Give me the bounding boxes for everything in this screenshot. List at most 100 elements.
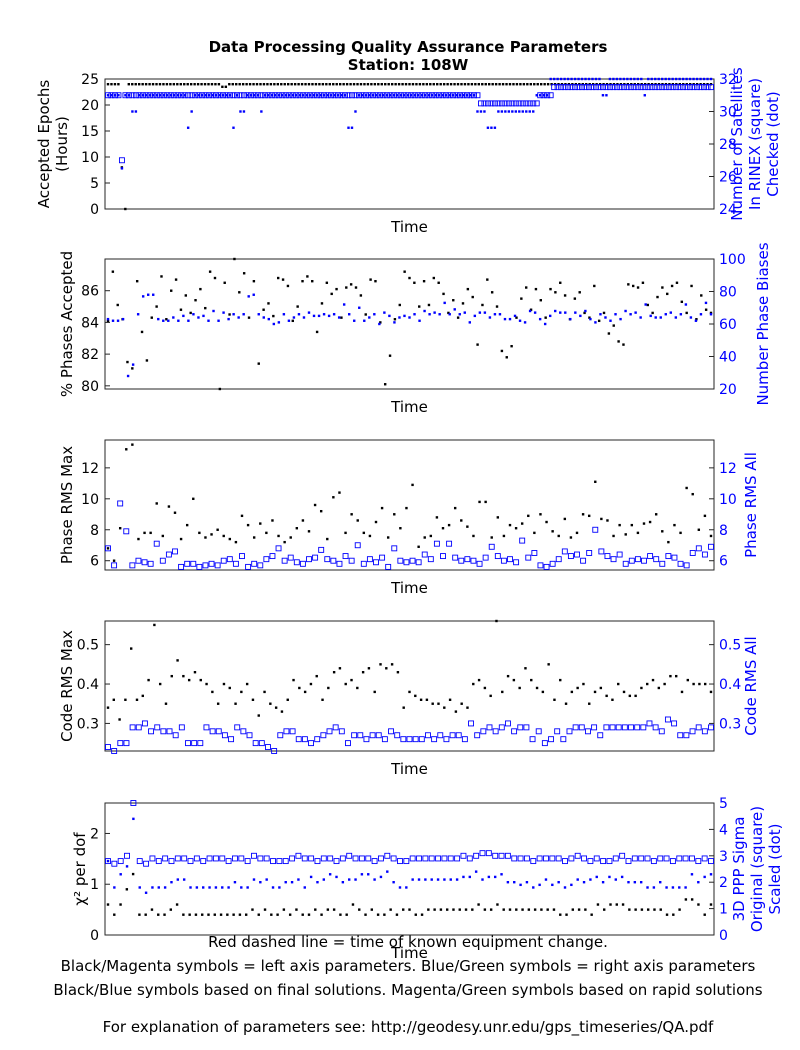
data-point xyxy=(404,83,408,86)
data-point xyxy=(593,284,596,288)
data-point xyxy=(265,744,271,751)
right-axis-label: Scaled (dot) xyxy=(766,824,784,915)
data-point xyxy=(129,562,136,569)
data-point xyxy=(701,84,707,91)
data-point xyxy=(182,674,185,678)
data-point xyxy=(574,311,577,314)
data-point xyxy=(330,557,337,564)
data-point xyxy=(634,311,637,314)
data-point xyxy=(692,77,695,81)
data-point xyxy=(421,551,428,558)
data-point xyxy=(155,502,158,505)
data-point xyxy=(496,516,500,519)
right-axis-label: Code RMS All xyxy=(742,636,760,735)
data-point xyxy=(424,878,427,881)
data-point xyxy=(186,126,190,129)
data-point xyxy=(589,84,596,91)
data-point xyxy=(647,77,650,81)
data-point xyxy=(413,313,416,316)
data-point xyxy=(206,855,213,862)
data-point xyxy=(644,855,651,862)
data-point xyxy=(481,878,484,881)
data-point xyxy=(216,528,219,531)
data-point xyxy=(643,94,646,97)
data-point xyxy=(362,531,366,535)
data-point xyxy=(565,913,568,916)
data-point xyxy=(193,855,200,862)
data-point xyxy=(202,886,205,889)
data-point xyxy=(624,309,627,313)
data-point xyxy=(411,878,414,881)
data-point xyxy=(437,281,440,284)
data-point xyxy=(119,873,122,876)
data-point xyxy=(670,284,674,288)
data-point xyxy=(559,281,562,284)
data-point xyxy=(588,702,591,705)
data-point xyxy=(564,311,567,314)
data-point xyxy=(580,77,584,81)
data-point xyxy=(235,83,238,86)
right-tick-label: 100 xyxy=(719,252,746,268)
data-point xyxy=(574,551,580,558)
data-point xyxy=(131,83,134,86)
data-point xyxy=(227,886,230,889)
data-point xyxy=(539,83,543,86)
data-point xyxy=(354,542,361,549)
data-point xyxy=(140,330,144,334)
data-point xyxy=(649,314,652,318)
data-point xyxy=(474,83,477,86)
data-point xyxy=(134,110,138,113)
data-point xyxy=(659,881,662,884)
data-point xyxy=(390,83,394,86)
data-point xyxy=(582,682,585,686)
data-point xyxy=(345,740,351,747)
right-axis-label: Number of Satellites xyxy=(728,67,746,221)
data-point xyxy=(501,690,504,694)
data-point xyxy=(338,667,342,670)
data-point xyxy=(432,83,435,86)
data-point xyxy=(671,886,675,889)
data-point xyxy=(113,913,116,916)
data-point xyxy=(357,94,361,97)
data-point xyxy=(408,690,411,694)
data-point xyxy=(581,513,585,516)
data-point xyxy=(259,522,262,525)
data-point xyxy=(599,84,606,91)
data-point xyxy=(297,878,300,881)
data-point xyxy=(221,94,225,97)
data-point xyxy=(371,94,375,97)
data-point xyxy=(185,92,192,99)
data-point xyxy=(644,303,647,306)
data-point xyxy=(403,270,406,273)
data-point xyxy=(383,311,386,314)
data-point xyxy=(433,311,436,314)
data-point xyxy=(398,886,402,889)
data-point xyxy=(153,623,156,627)
data-point xyxy=(341,881,345,884)
data-point xyxy=(603,84,610,91)
data-point xyxy=(647,553,654,560)
data-point xyxy=(385,94,389,97)
data-point xyxy=(584,728,591,735)
data-point xyxy=(636,286,640,289)
data-point xyxy=(247,295,250,298)
data-point xyxy=(120,167,124,170)
data-point xyxy=(204,536,207,539)
data-point xyxy=(515,908,518,911)
data-point xyxy=(651,311,654,315)
data-point xyxy=(479,110,483,113)
data-point xyxy=(605,694,608,698)
data-point xyxy=(403,94,406,97)
data-point xyxy=(596,84,603,91)
right-tick-label: 40 xyxy=(719,350,737,366)
data-point xyxy=(500,110,504,113)
data-point xyxy=(699,77,702,81)
data-point xyxy=(196,83,200,86)
data-point xyxy=(127,94,131,97)
data-point xyxy=(546,908,549,911)
data-point xyxy=(111,860,118,867)
data-point xyxy=(486,724,493,731)
x-axis-label: Time xyxy=(390,579,428,597)
data-point xyxy=(677,732,684,739)
data-point xyxy=(193,83,196,86)
